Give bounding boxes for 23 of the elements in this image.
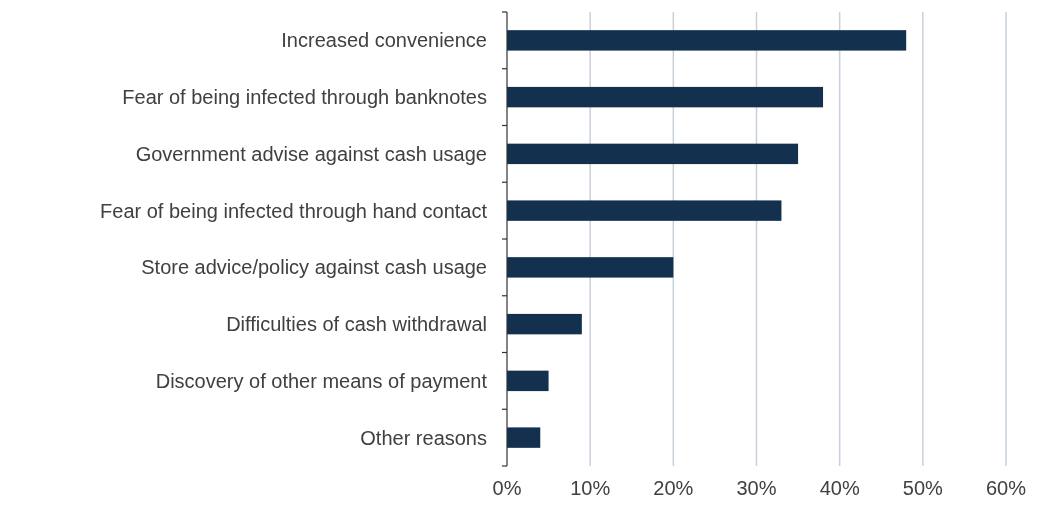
x-tick-label: 40% <box>819 477 860 499</box>
y-tick-label: Store advice/policy against cash usage <box>141 256 487 279</box>
x-tick-label: 30% <box>736 477 777 499</box>
y-tick-label: Government advise against cash usage <box>135 142 487 165</box>
y-tick-label: Discovery of other means of payment <box>155 369 488 392</box>
y-tick-label: Difficulties of cash withdrawal <box>226 313 487 336</box>
x-tick-label: 60% <box>985 477 1027 499</box>
y-tick-label: Other reasons <box>360 426 487 449</box>
bar <box>507 370 549 392</box>
bar <box>507 427 541 448</box>
x-tick-label: 50% <box>902 477 944 499</box>
bar <box>507 30 907 51</box>
bar <box>507 143 799 165</box>
x-tick-label: 20% <box>653 477 694 499</box>
bar <box>507 200 782 221</box>
x-tick-label: 10% <box>570 477 611 499</box>
bar <box>507 257 674 278</box>
bar <box>507 86 824 108</box>
y-tick-label: Increased convenience <box>281 29 487 52</box>
x-tick-label: 0% <box>492 477 522 499</box>
y-tick-label: Fear of being infected through hand contact <box>100 199 488 222</box>
y-tick-label: Fear of being infected through banknotes <box>122 86 487 109</box>
bar <box>507 313 582 335</box>
